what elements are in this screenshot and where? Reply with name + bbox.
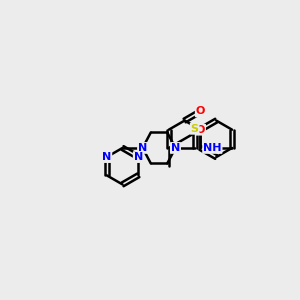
Text: O: O [196,125,205,135]
Text: N: N [138,143,147,153]
Text: N: N [102,152,111,162]
Text: O: O [196,106,205,116]
Text: S: S [190,124,199,134]
Text: N: N [134,152,143,162]
Text: N: N [171,143,180,153]
Text: NH: NH [203,143,222,153]
